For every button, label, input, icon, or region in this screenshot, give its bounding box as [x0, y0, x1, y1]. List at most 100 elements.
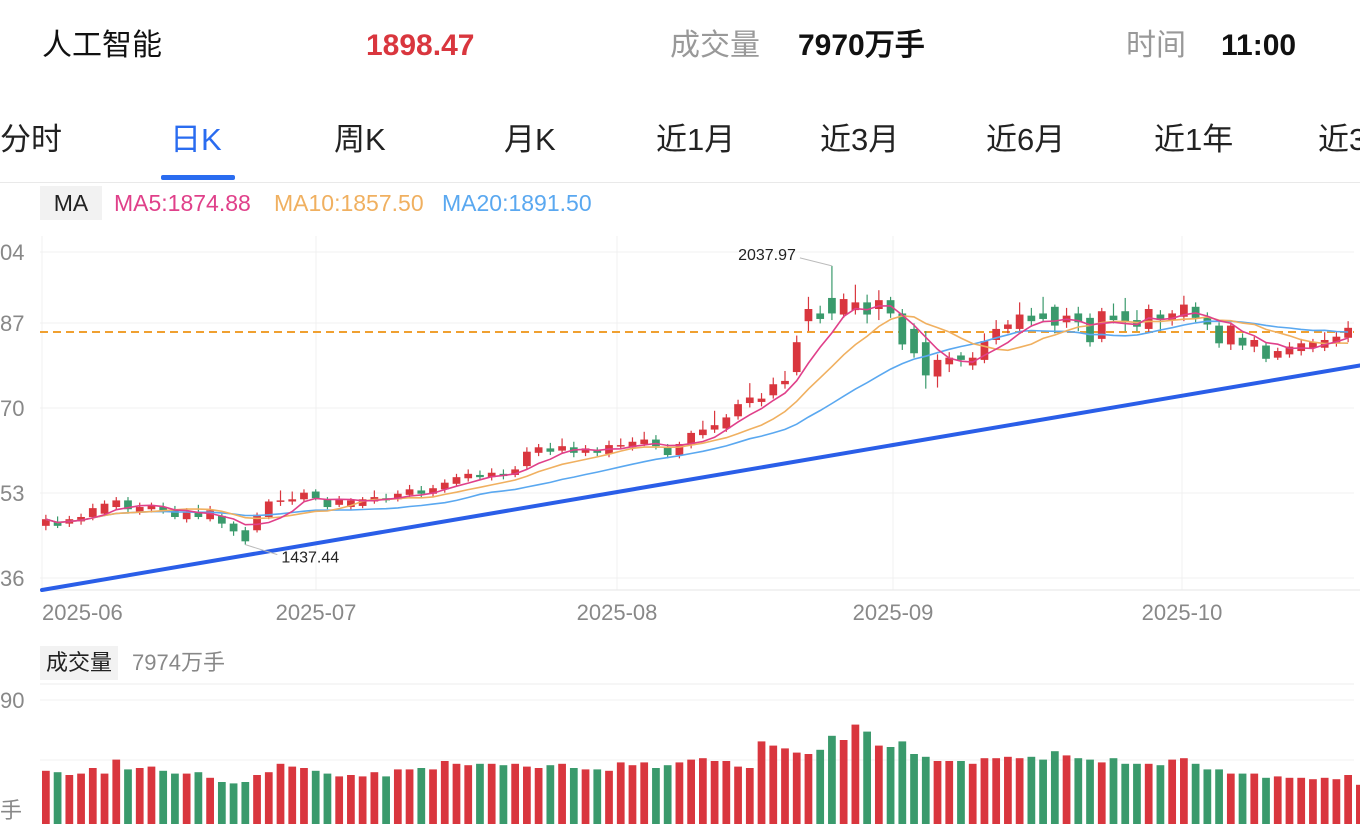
candle — [1004, 320, 1012, 334]
volume-bar — [980, 758, 989, 824]
candle-body — [1332, 336, 1341, 344]
volume-bar — [41, 770, 50, 824]
candle — [264, 499, 273, 520]
tab-monthly-k[interactable]: 月K — [504, 122, 556, 157]
ma10-line — [45, 314, 1349, 524]
candle-body — [124, 500, 132, 510]
volume-bar — [335, 776, 344, 824]
y-tick-label: 04 — [0, 240, 24, 265]
tab-1-year[interactable]: 近1年 — [1154, 122, 1234, 157]
candle-body — [1285, 346, 1294, 355]
candle-body — [253, 514, 261, 531]
candle — [769, 377, 778, 399]
candle-body — [1050, 306, 1059, 326]
volume-bar — [358, 776, 367, 824]
candle-body — [992, 328, 1001, 340]
volume-bar — [323, 773, 332, 824]
candle-body — [1168, 313, 1177, 321]
volume-bar — [1121, 763, 1130, 824]
candle-body — [1273, 351, 1282, 358]
time-label: 时间 — [1126, 29, 1186, 62]
ma-selector[interactable]: MA — [40, 186, 102, 220]
volume-bar — [1320, 777, 1329, 824]
candle — [1285, 342, 1294, 358]
x-tick-label: 2025-10 — [1142, 600, 1223, 625]
tab-6-months[interactable]: 近6月 — [986, 122, 1066, 157]
candle — [663, 443, 672, 459]
volume-bar — [886, 747, 895, 824]
candle — [1309, 338, 1317, 353]
candle — [1215, 322, 1223, 348]
volume-bar — [945, 761, 954, 824]
quote-header: 人工智能 1898.47 成交量 7970万手 时间 11:00 — [0, 0, 1360, 92]
candle — [112, 497, 121, 511]
volume-bar — [734, 766, 742, 824]
candle-body — [440, 482, 449, 490]
tab-daily-k[interactable]: 日K — [170, 122, 222, 157]
candle-body — [839, 299, 848, 315]
index-price: 1898.47 — [366, 29, 475, 62]
y-axis-labels: 04 87 70 53 36 — [0, 240, 24, 591]
candle — [1180, 295, 1188, 322]
candle — [593, 447, 602, 457]
candle — [933, 354, 942, 388]
volume-bar — [88, 768, 97, 824]
volume-bar — [640, 762, 649, 824]
volume-indicator-tag[interactable]: 成交量 — [40, 646, 119, 680]
volume-bar — [1004, 756, 1012, 824]
volume-bar — [687, 759, 696, 824]
candle-body — [1086, 317, 1094, 343]
price-annotations: 2037.97 1437.44 — [245, 247, 833, 567]
candle-body — [792, 342, 801, 373]
volume-bar — [792, 752, 801, 824]
candle-body — [1156, 314, 1165, 321]
candle-body — [241, 530, 250, 542]
volume-bar — [77, 773, 85, 824]
volume-bar — [206, 777, 214, 824]
volume-bar — [464, 765, 473, 824]
candle-body — [159, 507, 168, 511]
candle — [487, 468, 496, 481]
candle — [1297, 338, 1306, 356]
candle-body — [1215, 325, 1223, 344]
candle-body — [1250, 339, 1259, 347]
volume-bar — [452, 763, 461, 824]
candle-body — [734, 404, 742, 417]
candle — [792, 335, 801, 376]
candle-body — [112, 500, 121, 508]
volume-bar — [124, 769, 132, 824]
volume-bar — [253, 775, 261, 824]
candle — [464, 469, 473, 482]
volume-bar — [159, 770, 168, 824]
volume-bar — [628, 765, 637, 824]
volume-bar — [874, 745, 883, 824]
volume-unit-tick: 手 — [0, 798, 22, 823]
volume-bar — [616, 762, 625, 824]
volume-bar — [1062, 755, 1071, 824]
candle-body — [687, 432, 696, 446]
volume-bar — [1344, 775, 1353, 824]
high-annotation-leader — [799, 257, 833, 267]
volume-bar — [429, 769, 437, 824]
index-name: 人工智能 — [42, 29, 162, 62]
candle — [1109, 303, 1118, 324]
candle-body — [171, 510, 179, 517]
volume-bar — [147, 766, 156, 824]
candle — [1086, 313, 1094, 347]
tab-3-months[interactable]: 近3月 — [820, 122, 900, 157]
volume-bar — [569, 768, 578, 824]
tab-fenshi[interactable]: 分时 — [0, 122, 62, 157]
candle — [1320, 332, 1329, 352]
tab-3-years[interactable]: 近3 — [1318, 122, 1360, 157]
candle — [1156, 310, 1165, 332]
candle-body — [663, 447, 672, 456]
x-tick-label: 2025-07 — [276, 600, 357, 625]
candle — [745, 383, 754, 408]
volume-bar — [1238, 773, 1247, 824]
tab-1-month[interactable]: 近1月 — [656, 122, 736, 157]
volume-label: 成交量 — [670, 29, 760, 62]
tab-weekly-k[interactable]: 周K — [334, 122, 386, 157]
candle-body — [851, 302, 860, 311]
candle-body — [980, 341, 989, 360]
